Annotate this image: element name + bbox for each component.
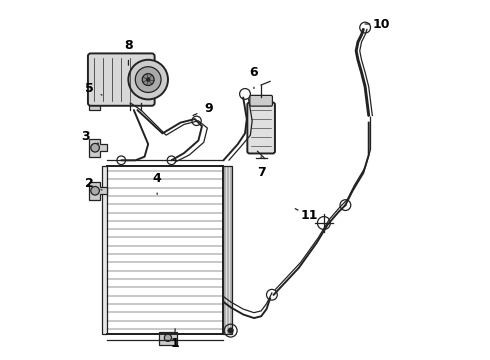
FancyBboxPatch shape [247, 103, 275, 153]
Polygon shape [89, 92, 107, 110]
Text: 1: 1 [171, 329, 179, 350]
Polygon shape [223, 166, 232, 334]
Polygon shape [101, 166, 107, 334]
FancyBboxPatch shape [88, 53, 155, 106]
Text: 2: 2 [85, 177, 102, 190]
Circle shape [91, 143, 99, 152]
Circle shape [146, 78, 150, 82]
Circle shape [91, 186, 99, 195]
Text: 10: 10 [365, 18, 390, 31]
FancyBboxPatch shape [250, 95, 272, 106]
Circle shape [128, 60, 168, 99]
Polygon shape [89, 182, 107, 200]
Text: 4: 4 [153, 172, 162, 194]
Text: 11: 11 [295, 209, 319, 222]
Text: 8: 8 [124, 39, 133, 65]
Circle shape [164, 334, 171, 341]
Text: 3: 3 [81, 130, 98, 144]
Text: 5: 5 [85, 82, 102, 95]
Text: 9: 9 [193, 102, 214, 116]
Circle shape [142, 74, 154, 86]
Polygon shape [159, 332, 177, 345]
Text: 7: 7 [257, 157, 266, 179]
Circle shape [228, 328, 234, 333]
Text: 6: 6 [249, 66, 258, 89]
Circle shape [91, 97, 99, 105]
Polygon shape [89, 139, 107, 157]
Circle shape [135, 67, 161, 93]
